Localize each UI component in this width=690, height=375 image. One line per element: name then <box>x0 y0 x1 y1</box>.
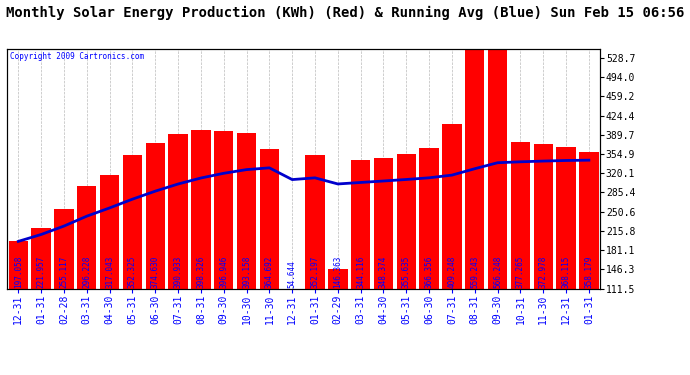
Text: 372.978: 372.978 <box>539 255 548 288</box>
Bar <box>533 144 553 351</box>
Text: 358.179: 358.179 <box>584 255 593 288</box>
Text: 352.197: 352.197 <box>310 255 319 288</box>
Bar <box>579 152 599 351</box>
Text: 566.248: 566.248 <box>493 255 502 288</box>
Bar <box>556 147 575 351</box>
Bar <box>32 228 51 351</box>
Bar <box>8 242 28 351</box>
Bar <box>146 143 165 351</box>
Bar <box>55 209 74 351</box>
Bar <box>397 154 416 351</box>
Text: Copyright 2009 Cartronics.com: Copyright 2009 Cartronics.com <box>10 53 144 62</box>
Text: 255.117: 255.117 <box>59 255 68 288</box>
Bar <box>123 155 142 351</box>
Text: 368.115: 368.115 <box>562 255 571 288</box>
Bar <box>191 130 210 351</box>
Text: 409.248: 409.248 <box>447 255 457 288</box>
Text: 355.635: 355.635 <box>402 255 411 288</box>
Text: 221.957: 221.957 <box>37 255 46 288</box>
Text: 54.644: 54.644 <box>288 260 297 288</box>
Text: 197.058: 197.058 <box>14 255 23 288</box>
Text: Monthly Solar Energy Production (KWh) (Red) & Running Avg (Blue) Sun Feb 15 06:5: Monthly Solar Energy Production (KWh) (R… <box>6 6 684 20</box>
Bar <box>351 160 371 351</box>
Bar <box>465 41 484 351</box>
Text: 396.946: 396.946 <box>219 255 228 288</box>
Bar <box>259 148 279 351</box>
Text: 146.363: 146.363 <box>333 255 342 288</box>
Text: 348.374: 348.374 <box>379 255 388 288</box>
Bar <box>420 148 439 351</box>
Text: 390.933: 390.933 <box>174 255 183 288</box>
Text: 366.356: 366.356 <box>424 255 433 288</box>
Text: 398.326: 398.326 <box>197 255 206 288</box>
Text: 344.116: 344.116 <box>356 255 365 288</box>
Bar <box>305 156 325 351</box>
Bar <box>442 124 462 351</box>
Bar <box>488 37 507 351</box>
Text: 364.692: 364.692 <box>265 255 274 288</box>
Text: 559.243: 559.243 <box>471 255 480 288</box>
Text: 296.228: 296.228 <box>82 255 91 288</box>
Text: 317.043: 317.043 <box>105 255 114 288</box>
Text: 377.265: 377.265 <box>516 255 525 288</box>
Text: 374.630: 374.630 <box>150 255 160 288</box>
Bar <box>511 142 530 351</box>
Bar <box>237 133 256 351</box>
Bar <box>77 186 97 351</box>
Bar <box>282 320 302 351</box>
Bar <box>168 134 188 351</box>
Text: 393.158: 393.158 <box>242 255 251 288</box>
Bar <box>374 158 393 351</box>
Text: 352.325: 352.325 <box>128 255 137 288</box>
Bar <box>214 131 233 351</box>
Bar <box>100 175 119 351</box>
Bar <box>328 270 348 351</box>
